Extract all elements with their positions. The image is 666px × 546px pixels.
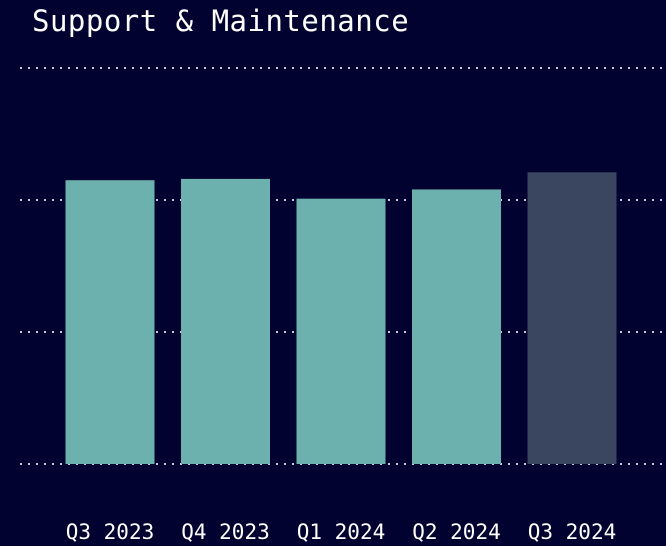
bar-q4-2023 xyxy=(181,178,270,464)
bars xyxy=(65,172,617,464)
bar-q3-2023 xyxy=(65,180,155,464)
bar-q3-2024 xyxy=(527,172,617,464)
bar-q1-2024 xyxy=(296,198,386,464)
x-tick-label: Q4 2023 xyxy=(181,520,270,544)
x-axis-labels: Q3 2023 Q4 2023 Q1 2024 Q2 2024 Q3 2024 xyxy=(66,520,617,544)
chart-title: Support & Maintenance xyxy=(32,4,410,38)
bar-q2-2024 xyxy=(412,189,501,464)
x-tick-label: Q2 2024 xyxy=(412,520,501,544)
x-tick-label: Q3 2023 xyxy=(66,520,155,544)
x-tick-label: Q3 2024 xyxy=(528,520,617,544)
x-tick-label: Q1 2024 xyxy=(297,520,386,544)
